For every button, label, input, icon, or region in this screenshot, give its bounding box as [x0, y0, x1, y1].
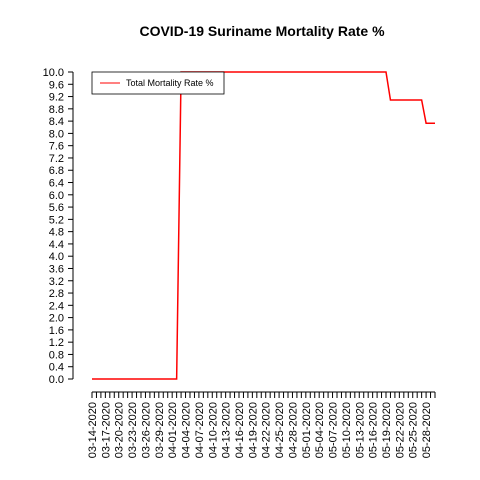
y-tick-label: 6.8: [49, 165, 64, 177]
y-tick-label: 6.0: [49, 190, 64, 202]
y-tick-label: 8.0: [49, 128, 64, 140]
y-tick-label: 1.6: [49, 325, 64, 337]
x-tick-label: 04-07-2020: [194, 402, 206, 458]
x-tick-label: 04-10-2020: [207, 402, 219, 458]
y-tick-label: 4.4: [49, 239, 64, 251]
y-tick-label: 2.8: [49, 288, 64, 300]
x-tick-label: 05-10-2020: [341, 402, 353, 458]
x-tick-label: 05-04-2020: [314, 402, 326, 458]
y-tick-label: 5.6: [49, 202, 64, 214]
legend-label: Total Mortality Rate %: [126, 78, 214, 88]
x-tick-label: 05-01-2020: [301, 402, 313, 458]
y-tick-label: 0.0: [49, 374, 64, 386]
y-tick-label: 3.2: [49, 276, 64, 288]
legend-box: [91, 71, 225, 95]
y-ticks: 0.00.40.81.21.62.02.42.83.23.64.04.44.85…: [43, 67, 73, 386]
x-tick-label: 04-01-2020: [167, 402, 179, 458]
y-tick-label: 5.2: [49, 214, 64, 226]
x-tick-label: 05-19-2020: [381, 402, 393, 458]
y-tick-label: 9.6: [49, 79, 64, 91]
x-tick-label: 04-16-2020: [234, 402, 246, 458]
legend: Total Mortality Rate %: [91, 71, 225, 95]
y-tick-label: 7.6: [49, 141, 64, 153]
x-tick-label: 04-19-2020: [247, 402, 259, 458]
y-tick-label: 9.2: [49, 92, 64, 104]
x-tick-label: 03-17-2020: [100, 402, 112, 458]
x-tick-label: 04-22-2020: [261, 402, 273, 458]
y-tick-label: 3.6: [49, 263, 64, 275]
x-tick-label: 03-14-2020: [87, 402, 99, 458]
x-tick-label: 03-23-2020: [127, 402, 139, 458]
x-ticks: 03-14-2020 03-17-2020 03-20-2020 03-23-2020…: [87, 392, 436, 458]
x-tick-label: 03-29-2020: [154, 402, 166, 458]
x-tick-label: 05-13-2020: [354, 402, 366, 458]
x-tick-label: 04-28-2020: [287, 402, 299, 458]
x-tick-label: 04-13-2020: [221, 402, 233, 458]
x-tick-label: 03-26-2020: [140, 402, 152, 458]
x-tick-label: 05-25-2020: [408, 402, 420, 458]
y-tick-label: 8.4: [49, 116, 64, 128]
x-tick-label: 05-07-2020: [328, 402, 340, 458]
y-tick-label: 2.4: [49, 300, 64, 312]
series-line-total-mortality-rate: [92, 71, 435, 380]
x-tick-label: 04-25-2020: [274, 402, 286, 458]
y-tick-label: 1.2: [49, 337, 64, 349]
y-tick-label: 7.2: [49, 153, 64, 165]
y-tick-label: 8.8: [49, 104, 64, 116]
y-tick-label: 2.0: [49, 313, 64, 325]
y-tick-label: 4.8: [49, 227, 64, 239]
x-tick-label: 05-28-2020: [421, 402, 433, 458]
y-tick-label: 0.4: [49, 362, 64, 374]
y-tick-label: 4.0: [49, 251, 64, 263]
x-tick-label: 03-20-2020: [114, 402, 126, 458]
y-tick-label: 10.0: [43, 67, 64, 79]
x-tick-label: 05-16-2020: [368, 402, 380, 458]
x-tick-label: 05-22-2020: [394, 402, 406, 458]
y-tick-label: 0.8: [49, 349, 64, 361]
chart-title: COVID-19 Suriname Mortality Rate %: [139, 23, 385, 39]
y-tick-label: 6.4: [49, 178, 64, 190]
x-tick-label: 04-04-2020: [181, 402, 193, 458]
